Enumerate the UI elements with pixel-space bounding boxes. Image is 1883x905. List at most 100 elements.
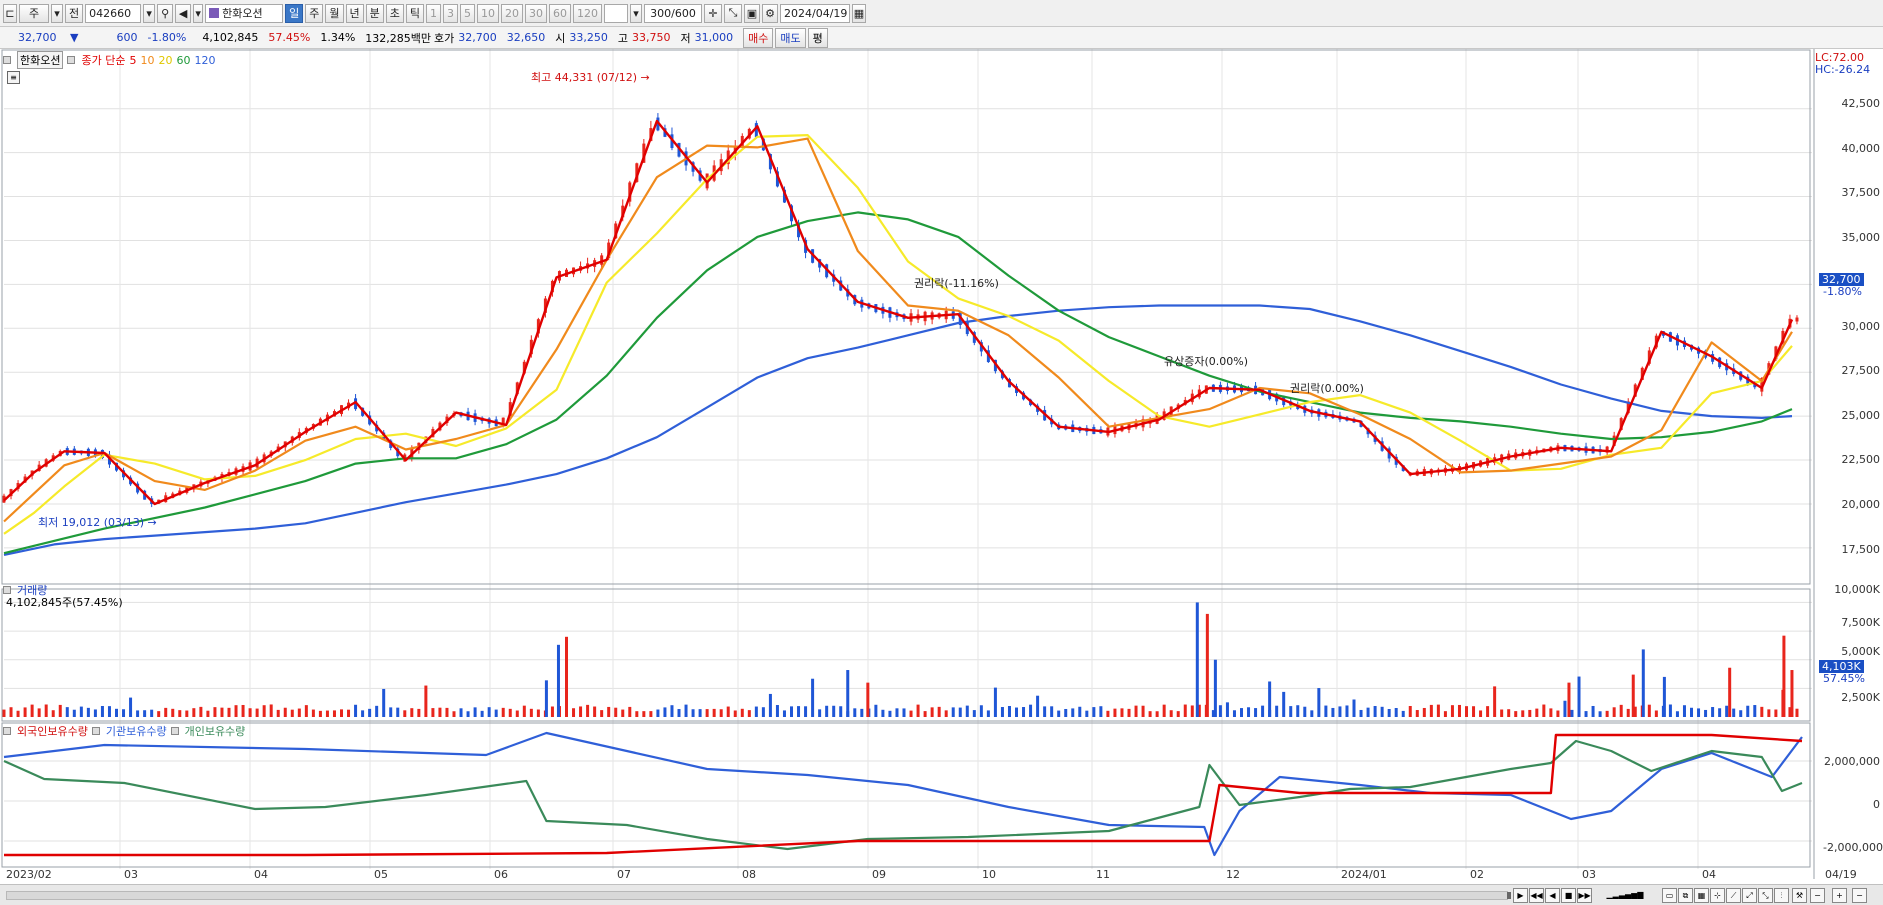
moving-average-lines (3, 119, 1794, 556)
volume-bar (1472, 706, 1476, 717)
step-20[interactable]: 20 (501, 3, 523, 23)
grid-icon[interactable]: ▦ (1694, 888, 1709, 903)
volume-handle-icon[interactable] (3, 586, 11, 594)
volume-bar (192, 708, 196, 717)
volume-bar (487, 707, 491, 717)
period-day[interactable]: 일 (285, 3, 304, 23)
volume-bar (318, 710, 322, 717)
scroll-last-icon[interactable]: ▶▶ (1577, 888, 1592, 903)
step-1[interactable]: 1 (426, 3, 441, 23)
panel-menu-icon[interactable]: ≡ (7, 71, 20, 84)
max-price-annotation: 최고 44,331 (07/12) → (531, 71, 650, 84)
all-tab[interactable]: 전 (65, 3, 84, 23)
crosshair-icon[interactable]: ⊹ (1710, 888, 1725, 903)
volume-bar (684, 704, 688, 717)
scroll-thumb[interactable] (1507, 892, 1511, 899)
search-icon[interactable]: ⚲ (157, 3, 174, 23)
volume-bar (2, 709, 6, 717)
wrench-icon[interactable]: ⚒ (1792, 888, 1807, 903)
volume-value: 4,102,845 (202, 31, 259, 44)
candle-body (1612, 435, 1616, 446)
period-tick[interactable]: 틱 (405, 3, 424, 23)
collapse-icon[interactable]: ⤡ (1758, 888, 1773, 903)
y-tick: 40,000 (1841, 142, 1881, 155)
sell-button[interactable]: 매도 (775, 27, 806, 48)
stock-chart[interactable] (0, 49, 1883, 884)
period-second[interactable]: 초 (385, 3, 404, 23)
holdings-handle-icon[interactable] (3, 727, 11, 735)
settings-gear-icon[interactable]: ⚙ (762, 3, 778, 23)
volume-bar (1331, 707, 1335, 717)
stop-icon[interactable]: ■ (1561, 888, 1576, 903)
layout-icon[interactable]: ▭ (1662, 888, 1677, 903)
ma-handle-icon[interactable] (67, 56, 76, 64)
code-dropdown-icon[interactable]: ▾ (143, 3, 156, 23)
chart-scrollbar[interactable] (6, 891, 1511, 900)
volume-bar (86, 707, 90, 717)
stock-code-input[interactable]: 042660 (85, 3, 142, 23)
expand-icon[interactable]: ⤢ (1742, 888, 1757, 903)
step-5[interactable]: 5 (460, 3, 475, 23)
volume-bar (389, 707, 393, 717)
step-30[interactable]: 30 (525, 3, 547, 23)
volume-bar (1022, 707, 1026, 717)
speaker-icon[interactable]: ◀ (175, 3, 192, 23)
volume-bar (1303, 706, 1307, 717)
step-10[interactable]: 10 (477, 3, 499, 23)
chart-toggle-icon[interactable]: ⤡ (724, 3, 742, 23)
individual-handle-icon[interactable] (170, 727, 179, 735)
save-icon[interactable]: ▣ (744, 3, 760, 23)
period-year[interactable]: 년 (345, 3, 364, 23)
market-select[interactable]: 주 (19, 3, 49, 23)
institution-handle-icon[interactable] (91, 727, 100, 735)
ma60-line (3, 211, 1793, 555)
eval-button[interactable]: 평 (807, 27, 828, 48)
step-60[interactable]: 60 (549, 3, 571, 23)
period-minute[interactable]: 분 (365, 3, 384, 23)
scroll-prev-icon[interactable]: ◀ (1545, 888, 1560, 903)
stock-name-field[interactable]: 한화오션 (205, 3, 284, 23)
volume-bar (965, 705, 969, 717)
volume-bar (1584, 711, 1588, 717)
crosshair-icon[interactable]: ✛ (704, 3, 722, 23)
chart-type-icon[interactable]: ⫶ (1774, 888, 1789, 903)
scroll-right-icon[interactable]: ▶ (1513, 888, 1528, 903)
volume-spike-bar (846, 670, 850, 717)
buy-button[interactable]: 매수 (743, 27, 774, 48)
volume-bar (410, 708, 414, 717)
layout-icon[interactable]: ⊏ (3, 3, 17, 23)
history-dropdown-icon[interactable]: ▾ (193, 3, 204, 23)
date-field[interactable]: 2024/04/19 (780, 3, 850, 23)
trend-icon[interactable]: ⟋ (1726, 888, 1741, 903)
volume-bar (164, 707, 168, 717)
zoom-slider[interactable]: ▁▂▃▄▅▆ (1606, 890, 1644, 899)
step-3[interactable]: 3 (443, 3, 458, 23)
volume-bar (515, 710, 519, 717)
minus-icon[interactable]: − (1810, 888, 1825, 903)
market-dropdown-icon[interactable]: ▾ (51, 3, 63, 23)
volume-bar (1085, 710, 1089, 717)
calendar-icon[interactable]: ▦ (852, 3, 866, 23)
volume-bar (635, 711, 639, 717)
custom-step-input[interactable] (604, 3, 628, 23)
volume-bar (150, 709, 154, 717)
volume-bar (1155, 711, 1159, 717)
zoom-in-icon[interactable]: + (1832, 888, 1847, 903)
scroll-first-icon[interactable]: ◀◀ (1529, 888, 1544, 903)
step-dropdown-icon[interactable]: ▾ (630, 3, 642, 23)
zoom-out-icon[interactable]: − (1852, 888, 1867, 903)
volume-bar (930, 707, 934, 717)
candle-body (768, 154, 772, 170)
period-month[interactable]: 월 (325, 3, 344, 23)
split-icon[interactable]: ⧉ (1678, 888, 1693, 903)
volume-spike-bar (544, 680, 548, 717)
volume-bar (1282, 691, 1286, 717)
count-field[interactable]: 300/600 (644, 3, 702, 23)
period-week[interactable]: 주 (305, 3, 324, 23)
volume-bar (304, 705, 308, 717)
x-tick: 05 (374, 868, 388, 881)
volume-bar (1556, 710, 1560, 717)
panel-handle-icon[interactable] (3, 56, 11, 64)
volume-bar (1753, 705, 1757, 717)
step-120[interactable]: 120 (573, 3, 602, 23)
